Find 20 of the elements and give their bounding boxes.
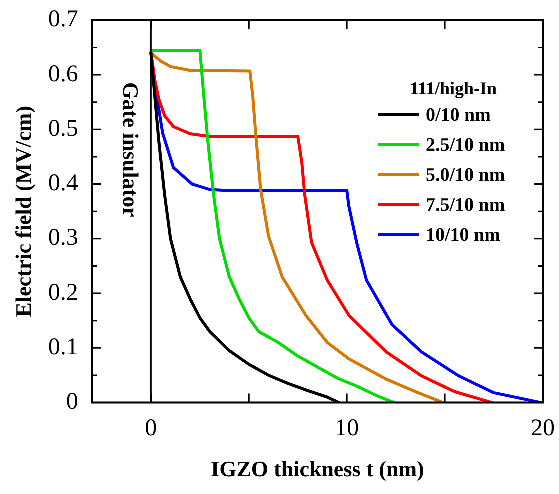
y-tick-label: 0.7 xyxy=(48,6,78,33)
x-axis-title: IGZO thickness t (nm) xyxy=(211,456,424,482)
legend-label: 5.0/10 nm xyxy=(426,164,506,186)
legend-label: 10/10 nm xyxy=(426,224,501,246)
legend-label: 2.5/10 nm xyxy=(426,134,506,156)
x-tick-label: 20 xyxy=(531,415,555,442)
y-tick-label: 0 xyxy=(66,389,78,416)
legend-title: 111/high-In xyxy=(410,78,498,99)
y-axis-title: Electric field (MV/cm) xyxy=(10,106,36,318)
legend-label: 0/10 nm xyxy=(426,104,492,126)
y-tick-label: 0.3 xyxy=(48,225,78,252)
x-tick-label: 10 xyxy=(335,415,360,442)
x-tick-label: 0 xyxy=(145,415,158,442)
y-tick-label: 0.2 xyxy=(48,280,78,306)
y-tick-label: 0.5 xyxy=(48,116,78,142)
y-tick-label: 0.4 xyxy=(48,170,78,197)
y-tick-label: 0.6 xyxy=(48,61,78,88)
y-tick-label: 0.1 xyxy=(48,334,78,360)
legend-label: 7.5/10 nm xyxy=(426,194,506,216)
ref-line-label: Gate insulator xyxy=(118,82,144,218)
